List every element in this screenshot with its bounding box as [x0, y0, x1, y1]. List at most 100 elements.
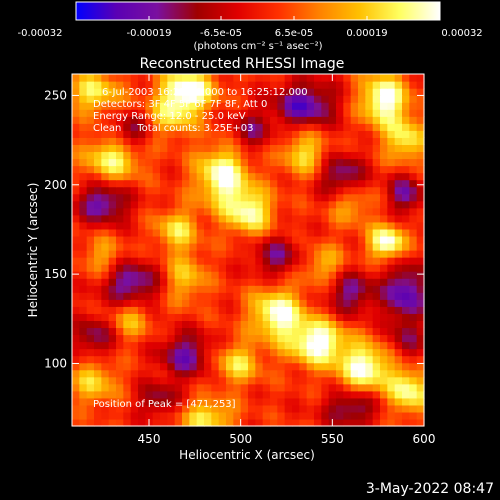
heatmap-cell [94, 327, 102, 336]
heatmap-cell [387, 369, 396, 378]
heatmap-cell [299, 313, 308, 321]
heatmap-cell [196, 306, 205, 314]
heatmap-cell [130, 144, 139, 153]
heatmap-cell [350, 313, 359, 321]
heatmap-cell [402, 137, 410, 145]
heatmap-cell [160, 74, 168, 82]
heatmap-cell [160, 228, 168, 237]
heatmap-cell [409, 151, 418, 160]
heatmap-cell [101, 271, 110, 279]
heatmap-cell [270, 285, 278, 293]
heatmap-cell [152, 228, 161, 237]
heatmap-cell [160, 264, 168, 272]
heatmap-cell [167, 341, 176, 350]
heatmap-cell [328, 200, 337, 209]
heatmap-cell [145, 207, 154, 216]
heatmap-cell [240, 137, 249, 145]
heatmap-cell [123, 242, 132, 251]
heatmap-cell [152, 144, 161, 153]
heatmap-cell [262, 158, 271, 167]
heatmap-cell [72, 186, 80, 195]
heatmap-cell [416, 362, 425, 371]
heatmap-cell [248, 264, 256, 272]
heatmap-cell [116, 172, 124, 181]
heatmap-cell [255, 242, 264, 251]
heatmap-cell [409, 235, 418, 244]
heatmap-cell [402, 355, 410, 364]
heatmap-cell [94, 242, 102, 251]
heatmap-cell [358, 179, 366, 188]
heatmap-cell [86, 348, 95, 357]
heatmap-cell [321, 193, 330, 202]
heatmap-cell [416, 74, 425, 82]
heatmap-cell [372, 341, 381, 350]
heatmap-cell [138, 355, 146, 364]
heatmap-cell [79, 81, 88, 89]
heatmap-cell [248, 376, 256, 385]
heatmap-cell [314, 88, 322, 96]
heatmap-cell [255, 383, 264, 392]
heatmap-cell [211, 341, 220, 350]
heatmap-cell [402, 376, 410, 385]
heatmap-cell [277, 95, 286, 103]
heatmap-cell [402, 411, 410, 420]
heatmap-cell [226, 74, 234, 82]
heatmap-cell [343, 102, 352, 110]
heatmap-cell [108, 102, 117, 110]
heatmap-cell [270, 334, 278, 343]
heatmap-cell [343, 404, 352, 413]
heatmap-cell [270, 109, 278, 117]
heatmap-cell [262, 369, 271, 378]
heatmap-cell [270, 278, 278, 286]
heatmap-cell [299, 81, 308, 89]
heatmap-cell [240, 158, 249, 167]
heatmap-cell [130, 320, 139, 329]
heatmap-cell [167, 320, 176, 329]
heatmap-cell [79, 221, 88, 230]
heatmap-cell [380, 123, 388, 131]
heatmap-cell [108, 165, 117, 174]
heatmap-cell [94, 397, 102, 406]
heatmap-cell [233, 193, 242, 202]
heatmap-cell [101, 221, 110, 230]
heatmap-cell [116, 355, 124, 364]
heatmap-cell [358, 95, 366, 103]
heatmap-cell [306, 264, 315, 272]
heatmap-cell [299, 88, 308, 96]
heatmap-cell [402, 306, 410, 314]
heatmap-cell [240, 383, 249, 392]
heatmap-cell [240, 165, 249, 174]
heatmap-cell [306, 235, 315, 244]
heatmap-cell [380, 390, 388, 399]
heatmap-cell [255, 327, 264, 336]
heatmap-cell [130, 285, 139, 293]
heatmap-cell [204, 397, 212, 406]
heatmap-cell [248, 299, 256, 307]
heatmap-cell [204, 334, 212, 343]
heatmap-cell [94, 81, 102, 89]
heatmap-cell [145, 179, 154, 188]
heatmap-cell [321, 88, 330, 96]
heatmap-cell [233, 313, 242, 321]
heatmap-cell [130, 95, 139, 103]
heatmap-cell [226, 137, 234, 145]
heatmap-cell [108, 327, 117, 336]
heatmap-cell [394, 292, 403, 300]
heatmap-cell [248, 130, 256, 138]
heatmap-cell [72, 292, 80, 300]
heatmap-cell [262, 355, 271, 364]
heatmap-cell [79, 327, 88, 336]
heatmap-cell [211, 320, 220, 329]
heatmap-cell [358, 186, 366, 195]
heatmap-cell [72, 74, 80, 82]
heatmap-cell [123, 376, 132, 385]
heatmap-cell [204, 116, 212, 124]
heatmap-cell [416, 116, 425, 124]
heatmap-cell [284, 320, 293, 329]
heatmap-cell [204, 130, 212, 138]
heatmap-cell [167, 285, 176, 293]
heatmap-cell [123, 404, 132, 413]
heatmap-cell [402, 348, 410, 357]
heatmap-cell [123, 88, 132, 96]
heatmap-cell [174, 369, 183, 378]
